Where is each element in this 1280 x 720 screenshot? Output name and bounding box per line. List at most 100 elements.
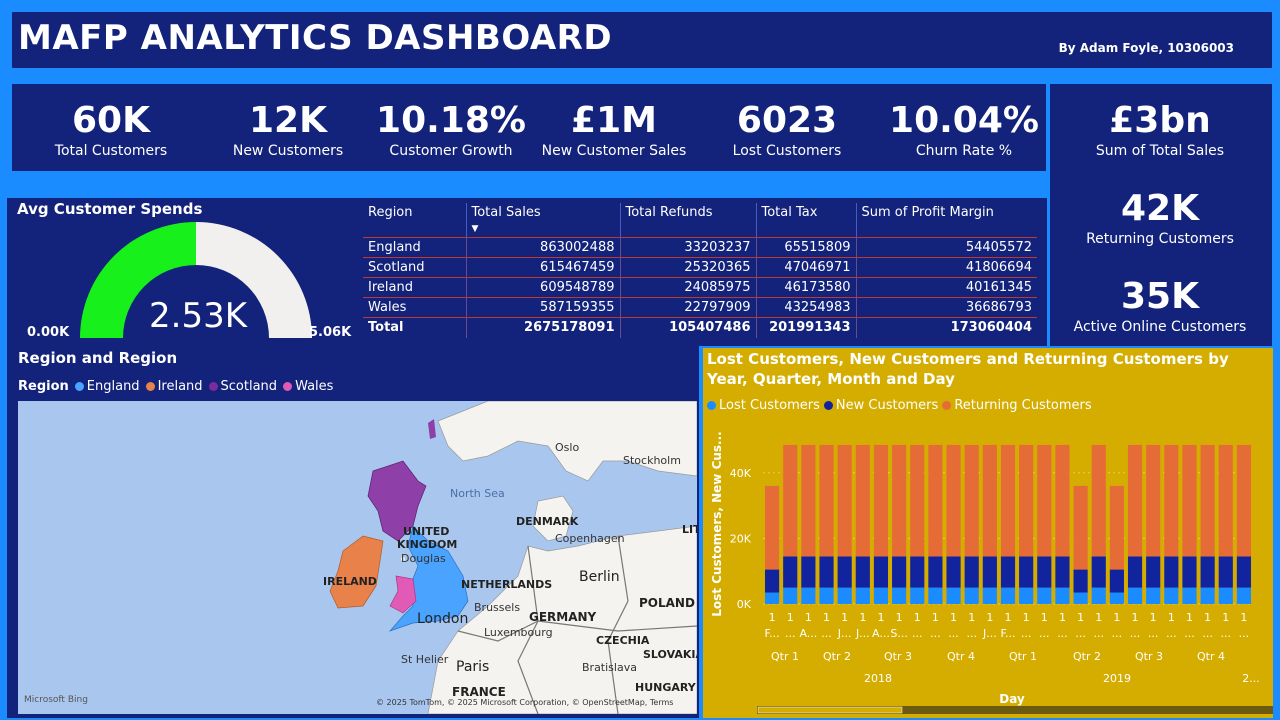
bar-segment-lost-customers[interactable]: [1200, 587, 1215, 604]
bar-segment-new-customers[interactable]: [1218, 556, 1233, 588]
bar-segment-new-customers[interactable]: [1164, 556, 1179, 588]
bar-segment-returning-customers[interactable]: [982, 444, 997, 557]
col-header-profit-margin[interactable]: Sum of Profit Margin: [855, 203, 1037, 238]
bar-segment-new-customers[interactable]: [1091, 556, 1106, 588]
avg-spend-gauge[interactable]: [7, 198, 357, 346]
bar-segment-lost-customers[interactable]: [910, 587, 925, 604]
bar-segment-lost-customers[interactable]: [1055, 587, 1070, 604]
bar-segment-lost-customers[interactable]: [982, 587, 997, 604]
bar-segment-lost-customers[interactable]: [801, 587, 816, 604]
bar-segment-lost-customers[interactable]: [946, 587, 961, 604]
bar-segment-lost-customers[interactable]: [1000, 587, 1016, 604]
col-header-total-refunds[interactable]: Total Refunds: [619, 203, 756, 238]
bar-segment-returning-customers[interactable]: [946, 444, 961, 557]
bar-segment-lost-customers[interactable]: [819, 587, 834, 604]
kpi-card[interactable]: 42K Returning Customers: [1060, 191, 1260, 248]
table-row[interactable]: Wales 587159355 22797909 43254983 36686793: [363, 297, 1037, 318]
bar-segment-new-customers[interactable]: [1127, 556, 1143, 588]
bar-segment-returning-customers[interactable]: [1200, 444, 1215, 557]
kpi-card[interactable]: £1M New Customer Sales: [524, 103, 704, 160]
bar-segment-new-customers[interactable]: [783, 556, 798, 588]
bar-segment-lost-customers[interactable]: [1091, 587, 1106, 604]
bar-segment-new-customers[interactable]: [1073, 569, 1088, 593]
bar-segment-lost-customers[interactable]: [1218, 587, 1233, 604]
bar-segment-returning-customers[interactable]: [837, 444, 852, 557]
bar-segment-new-customers[interactable]: [1000, 556, 1016, 588]
bar-segment-lost-customers[interactable]: [1127, 587, 1143, 604]
map-copyright[interactable]: © 2025 TomTom, © 2025 Microsoft Corporat…: [376, 698, 674, 707]
bar-segment-returning-customers[interactable]: [1236, 444, 1252, 557]
bar-segment-returning-customers[interactable]: [1000, 444, 1016, 557]
bar-segment-new-customers[interactable]: [1037, 556, 1052, 588]
bar-segment-returning-customers[interactable]: [801, 444, 816, 557]
bar-segment-new-customers[interactable]: [837, 556, 852, 588]
bar-segment-returning-customers[interactable]: [1164, 444, 1179, 557]
bar-segment-returning-customers[interactable]: [1019, 444, 1034, 557]
bar-segment-new-customers[interactable]: [964, 556, 979, 588]
bar-segment-new-customers[interactable]: [1109, 569, 1124, 593]
bar-segment-lost-customers[interactable]: [1182, 587, 1197, 604]
col-header-region[interactable]: Region: [368, 205, 413, 220]
kpi-card[interactable]: £3bn Sum of Total Sales: [1060, 103, 1260, 160]
bar-segment-lost-customers[interactable]: [928, 587, 943, 604]
bar-segment-lost-customers[interactable]: [783, 587, 798, 604]
region-map[interactable]: Oslo Stockholm North Sea DENMARK Copenha…: [18, 401, 697, 714]
bar-segment-lost-customers[interactable]: [1019, 587, 1034, 604]
bar-segment-returning-customers[interactable]: [873, 444, 889, 557]
bar-segment-lost-customers[interactable]: [837, 587, 852, 604]
legend-item-returning-customers[interactable]: Returning Customers: [942, 398, 1092, 413]
bar-segment-lost-customers[interactable]: [873, 587, 889, 604]
bar-segment-new-customers[interactable]: [1055, 556, 1070, 588]
legend-item-ireland[interactable]: Ireland: [145, 379, 203, 394]
bar-segment-new-customers[interactable]: [1200, 556, 1215, 588]
table-row[interactable]: England 863002488 33203237 65515809 54405572: [363, 237, 1037, 258]
bar-segment-returning-customers[interactable]: [892, 444, 907, 557]
bar-segment-returning-customers[interactable]: [1127, 444, 1143, 557]
kpi-card[interactable]: 10.18% Customer Growth: [361, 103, 541, 160]
bar-segment-lost-customers[interactable]: [855, 587, 870, 604]
bar-segment-returning-customers[interactable]: [928, 444, 943, 557]
bar-segment-lost-customers[interactable]: [764, 592, 780, 604]
bar-segment-new-customers[interactable]: [1182, 556, 1197, 588]
table-row[interactable]: Ireland 609548789 24085975 46173580 40161345: [363, 277, 1037, 298]
bar-segment-new-customers[interactable]: [928, 556, 943, 588]
bar-segment-new-customers[interactable]: [910, 556, 925, 588]
bar-segment-returning-customers[interactable]: [764, 485, 780, 570]
bar-segment-lost-customers[interactable]: [1146, 587, 1161, 604]
bar-segment-returning-customers[interactable]: [1037, 444, 1052, 557]
legend-item-wales[interactable]: Wales: [283, 379, 333, 394]
bar-segment-returning-customers[interactable]: [855, 444, 870, 557]
bar-segment-returning-customers[interactable]: [910, 444, 925, 557]
chart-scrollbar-track[interactable]: [757, 706, 1273, 714]
bar-segment-returning-customers[interactable]: [1182, 444, 1197, 557]
kpi-card[interactable]: 35K Active Online Customers: [1060, 279, 1260, 336]
bar-segment-returning-customers[interactable]: [783, 444, 798, 557]
bar-segment-new-customers[interactable]: [819, 556, 834, 588]
bar-segment-returning-customers[interactable]: [1218, 444, 1233, 557]
bar-segment-new-customers[interactable]: [801, 556, 816, 588]
col-header-total-sales[interactable]: Total Sales ▼: [465, 203, 620, 238]
bar-segment-lost-customers[interactable]: [892, 587, 907, 604]
bar-segment-returning-customers[interactable]: [964, 444, 979, 557]
bar-segment-new-customers[interactable]: [1236, 556, 1252, 588]
bar-segment-new-customers[interactable]: [946, 556, 961, 588]
bar-segment-lost-customers[interactable]: [1073, 592, 1088, 604]
bar-segment-returning-customers[interactable]: [819, 444, 834, 557]
bar-segment-returning-customers[interactable]: [1055, 444, 1070, 557]
bar-segment-lost-customers[interactable]: [1164, 587, 1179, 604]
kpi-card[interactable]: 60K Total Customers: [21, 103, 201, 160]
bar-segment-new-customers[interactable]: [1019, 556, 1034, 588]
bar-segment-lost-customers[interactable]: [1109, 592, 1124, 604]
bar-segment-new-customers[interactable]: [764, 569, 780, 593]
legend-item-scotland[interactable]: Scotland: [208, 379, 277, 394]
kpi-card[interactable]: 12K New Customers: [198, 103, 378, 160]
bar-segment-new-customers[interactable]: [855, 556, 870, 588]
legend-item-england[interactable]: England: [74, 379, 140, 394]
bar-segment-new-customers[interactable]: [873, 556, 889, 588]
bar-segment-lost-customers[interactable]: [1236, 587, 1252, 604]
kpi-card[interactable]: 6023 Lost Customers: [697, 103, 877, 160]
bar-segment-returning-customers[interactable]: [1073, 485, 1088, 570]
bar-segment-new-customers[interactable]: [892, 556, 907, 588]
bar-segment-lost-customers[interactable]: [964, 587, 979, 604]
bar-segment-new-customers[interactable]: [982, 556, 997, 588]
